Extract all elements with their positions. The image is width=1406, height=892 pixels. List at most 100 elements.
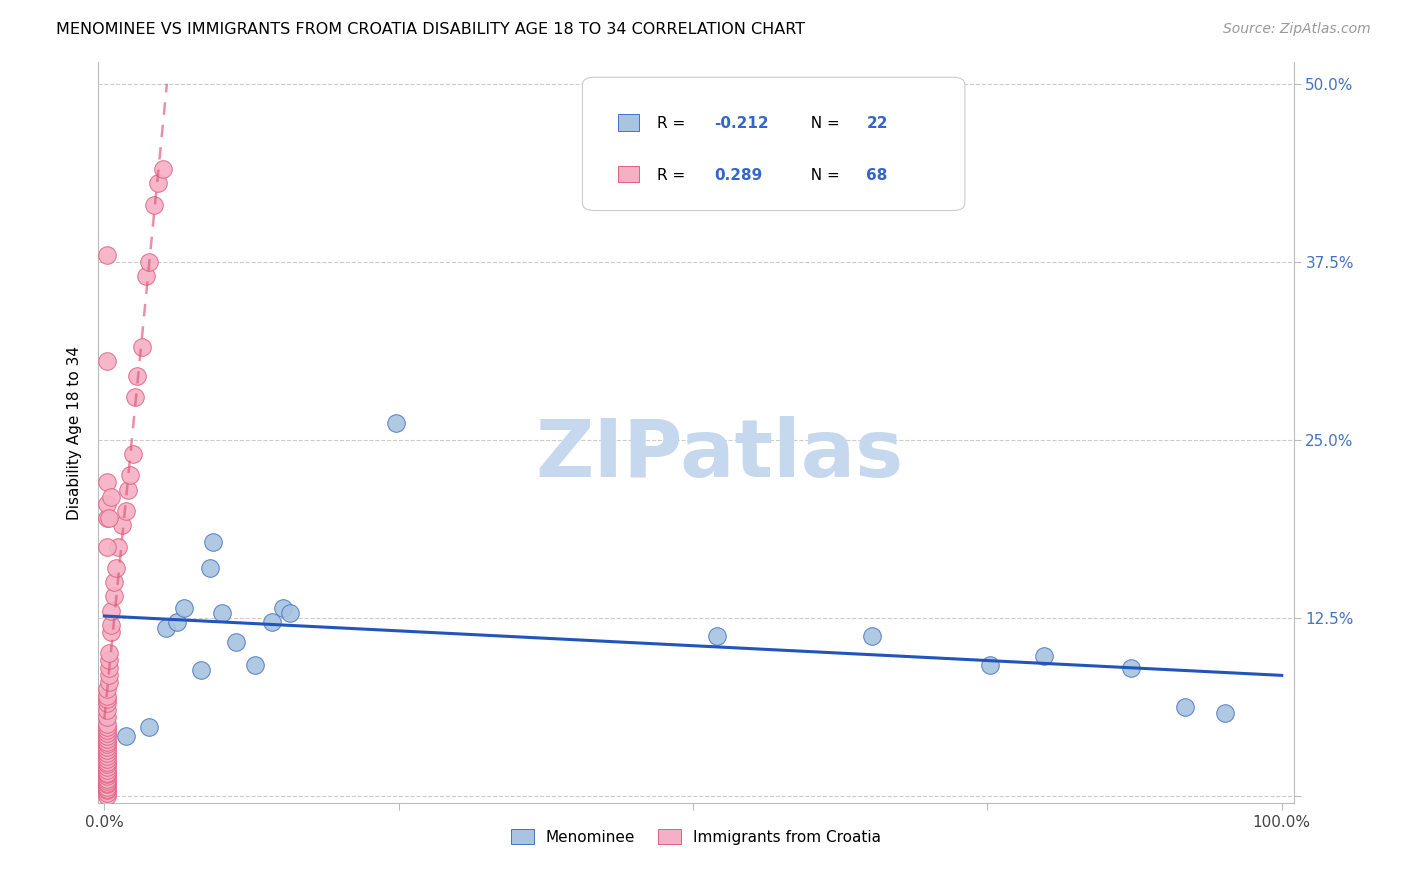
Text: N =: N = [800,116,844,131]
Point [155,621,177,635]
Point [96,681,118,696]
Point [114,504,136,518]
Point [96,696,118,710]
Point [166,615,188,629]
Point [152,162,174,177]
Point [243,657,266,672]
Text: N =: N = [800,168,844,183]
Point [100,617,122,632]
Point [96,769,118,783]
Point [134,268,156,283]
Point [127,368,149,383]
Point [260,615,283,629]
Point [96,731,118,746]
Point [96,703,118,717]
Point [96,752,118,766]
Point [96,789,118,803]
Point [96,497,118,511]
Point [96,740,118,755]
Text: 22: 22 [866,116,889,131]
Point [96,726,118,740]
Point [96,717,118,731]
Point [201,535,224,549]
Text: 68: 68 [866,168,887,183]
Text: R =: R = [657,168,690,183]
Text: R =: R = [657,116,690,131]
Point [96,772,118,786]
Point [120,468,142,483]
Point [98,674,121,689]
Point [96,767,118,781]
Point [111,518,134,533]
Point [96,723,118,738]
Text: Source: ZipAtlas.com: Source: ZipAtlas.com [1223,22,1371,37]
Point [105,561,128,575]
Text: -0.212: -0.212 [714,116,769,131]
Text: 0.289: 0.289 [714,168,763,183]
Point [706,629,728,643]
Point [96,776,118,790]
Point [96,765,118,780]
FancyBboxPatch shape [582,78,965,211]
Point [96,763,118,777]
Point [211,607,233,621]
Point [142,198,165,212]
Point [100,624,122,639]
Point [225,635,247,649]
Point [96,720,118,734]
Point [96,786,118,800]
Point [280,607,302,621]
Point [96,748,118,763]
Point [96,710,118,724]
Point [96,746,118,760]
Point [96,734,118,748]
Point [271,600,294,615]
Point [98,660,121,674]
Bar [619,114,640,130]
Point [96,511,118,525]
Point [96,774,118,789]
Point [979,657,1001,672]
Point [100,490,122,504]
Point [1119,660,1142,674]
Point [190,664,212,678]
Point [103,575,125,590]
Point [96,354,118,368]
Point [103,590,125,604]
Point [107,540,129,554]
Point [98,653,121,667]
Point [1032,649,1054,664]
Point [96,780,118,794]
Text: ZIPatlas: ZIPatlas [536,416,904,494]
Point [96,689,118,703]
Point [98,667,121,681]
Point [98,646,121,660]
Point [860,629,883,643]
Text: MENOMINEE VS IMMIGRANTS FROM CROATIA DISABILITY AGE 18 TO 34 CORRELATION CHART: MENOMINEE VS IMMIGRANTS FROM CROATIA DIS… [56,22,806,37]
Point [385,416,408,430]
Point [96,247,118,261]
Point [96,743,118,757]
Point [96,760,118,774]
Point [96,757,118,772]
Point [138,254,160,268]
Point [100,604,122,618]
Point [96,777,118,791]
Point [96,729,118,743]
Point [96,475,118,490]
Point [96,738,118,752]
Point [96,781,118,796]
Point [96,783,118,797]
Point [131,340,153,354]
Point [98,511,121,525]
Point [173,600,195,615]
Point [121,447,143,461]
Point [1213,706,1236,720]
Bar [619,166,640,182]
Point [124,390,146,404]
Y-axis label: Disability Age 18 to 34: Disability Age 18 to 34 [67,345,83,520]
Point [96,755,118,769]
Point [114,729,136,743]
Point [96,540,118,554]
Point [117,483,139,497]
